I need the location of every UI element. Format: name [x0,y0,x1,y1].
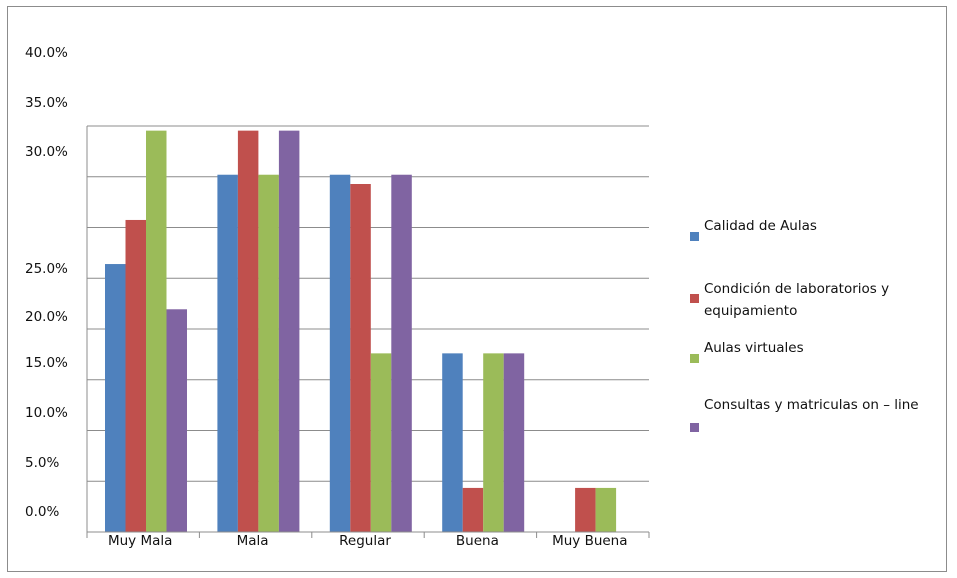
y-tick-label: 10.0% [25,405,68,421]
legend-swatch [690,232,699,241]
bar [370,353,392,532]
legend: Calidad de Aulas Condición de laboratorio… [690,218,919,432]
y-tick-label: 15.0% [25,355,68,371]
bar [125,219,146,532]
y-tick-label: 30.0% [25,144,68,160]
chart-frame [7,6,947,572]
bar [350,184,371,532]
legend-swatch [690,354,699,363]
y-tick-label: 5.0% [25,455,59,471]
legend-label: Aulas virtuales [704,340,804,356]
legend-swatch [690,423,699,432]
bar [595,487,617,532]
axes [86,126,650,538]
legend-label: Calidad de Aulas [704,218,817,234]
y-tick-label: 0.0% [25,504,59,520]
bar [503,353,525,532]
bars [105,130,617,532]
bar [575,487,596,532]
x-tick-label: Mala [237,533,269,549]
bar [105,264,126,532]
y-tick-label: 40.0% [25,45,68,61]
bar [146,130,167,532]
bar [217,174,238,532]
bar [462,487,484,532]
y-tick-labels: 40.0% 35.0% 30.0% 25.0% 20.0% 15.0% 10.0% 5.0% 0… [25,45,68,520]
bar [278,130,300,532]
bar [442,353,463,532]
bar [166,309,187,532]
x-tick-label: Buena [456,533,499,549]
legend-label: equipamiento [704,303,797,319]
x-tick-label: Muy Buena [552,533,627,549]
x-tick-label: Regular [339,533,391,549]
legend-swatch [690,294,699,303]
legend-label: Consultas y matriculas on – line [704,397,919,413]
bar [391,174,412,532]
x-tick-label: Muy Mala [108,533,172,549]
legend-label: Condición de laboratorios y [704,281,889,297]
y-tick-label: 35.0% [25,95,68,111]
bar [258,174,279,532]
y-tick-label: 20.0% [25,309,68,325]
bar [237,130,259,532]
bar [329,174,351,532]
x-tick-labels: Muy Mala Mala Regular Buena Muy Buena [108,533,628,549]
bar [483,353,504,532]
y-tick-label: 25.0% [25,261,68,277]
